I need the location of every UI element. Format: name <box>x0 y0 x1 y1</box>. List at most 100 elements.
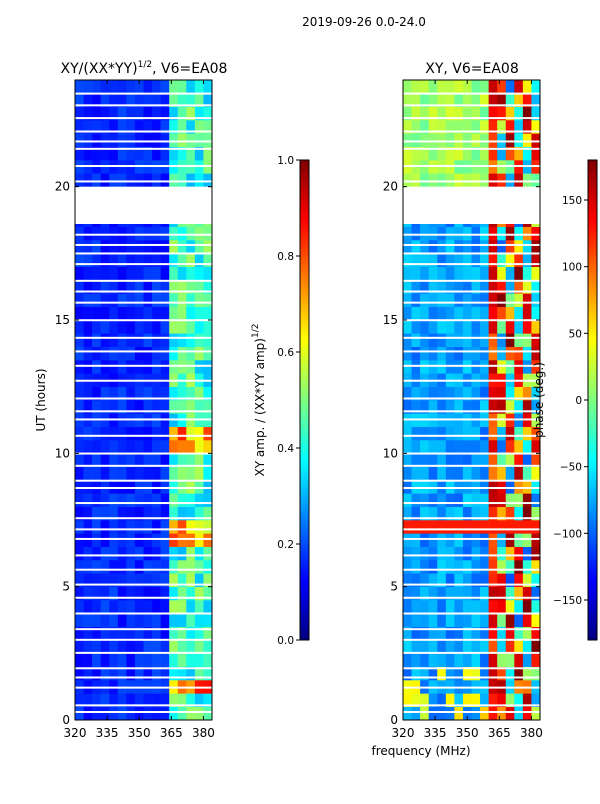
heatmap-cell <box>428 133 438 147</box>
heatmap-cell <box>497 600 507 614</box>
heatmap-cell <box>480 613 489 627</box>
heatmap-cell <box>531 506 540 521</box>
heatmap-cell <box>109 80 119 94</box>
heatmap-cell <box>100 586 110 601</box>
heatmap-cell <box>117 133 127 147</box>
heatmap-cell <box>454 520 464 534</box>
heatmap-cell <box>480 146 489 161</box>
heatmap-cell <box>152 613 161 627</box>
heatmap-cell <box>194 506 204 521</box>
flagged-time-gap <box>75 537 212 540</box>
flagged-time-gap <box>75 452 212 455</box>
heatmap-cell <box>160 306 170 321</box>
flagged-time-gap <box>75 638 212 641</box>
heatmap-cell <box>437 533 447 547</box>
heatmap-cell <box>488 653 498 667</box>
heatmap-cell <box>462 626 472 641</box>
heatmap-cell <box>203 333 212 347</box>
heatmap-cell <box>160 240 170 254</box>
heatmap-cell <box>75 560 84 574</box>
heatmap-cell <box>143 346 153 361</box>
flagged-time-gap <box>75 301 212 304</box>
heatmap-cell <box>411 466 421 481</box>
heatmap-cell <box>177 133 187 147</box>
heatmap-cell <box>437 440 447 454</box>
heatmap-cell <box>143 453 153 467</box>
heatmap-cell <box>531 280 540 294</box>
heatmap-cell <box>83 600 93 614</box>
heatmap-cell <box>462 586 472 601</box>
heatmap-cell <box>186 493 196 507</box>
heatmap-cell <box>411 480 421 494</box>
heatmap-cell <box>437 600 447 614</box>
heatmap-cell <box>420 280 429 294</box>
heatmap-cell <box>160 226 170 241</box>
heatmap-cell <box>428 120 438 134</box>
heatmap-cell <box>126 693 136 707</box>
heatmap-cell <box>445 573 455 587</box>
heatmap-cell <box>420 506 429 521</box>
heatmap-cell <box>437 106 447 121</box>
heatmap-cell <box>75 586 84 601</box>
heatmap-cell <box>462 493 472 507</box>
heatmap-cell <box>177 506 187 521</box>
heatmap-cell <box>403 586 412 601</box>
heatmap-cell <box>514 466 524 481</box>
heatmap-cell <box>169 653 179 667</box>
heatmap-cell <box>428 266 438 281</box>
flagged-time-gap <box>75 233 212 236</box>
y-tick-label: 5 <box>390 580 398 594</box>
heatmap-cell <box>194 466 204 481</box>
heatmap-cell <box>428 226 438 241</box>
heatmap-cell <box>531 706 540 720</box>
heatmap-cell <box>488 253 498 267</box>
heatmap-cell <box>420 520 429 534</box>
heatmap-cell <box>411 226 421 241</box>
flagged-time-gap <box>403 243 540 246</box>
heatmap-cell <box>480 653 489 667</box>
heatmap-cell <box>497 386 507 401</box>
heatmap-cell <box>169 440 179 454</box>
heatmap-cell <box>437 586 447 601</box>
heatmap-cell <box>160 493 170 507</box>
heatmap-cell <box>454 386 464 401</box>
heatmap-cell <box>445 653 455 667</box>
heatmap-cell <box>445 546 455 561</box>
heatmap-cell <box>411 613 421 627</box>
heatmap-cell <box>471 706 481 720</box>
flagged-time-gap <box>75 479 212 482</box>
heatmap-cell <box>445 600 455 614</box>
heatmap-cell <box>117 93 127 107</box>
heatmap-cell <box>514 546 524 561</box>
heatmap-cell <box>514 400 524 414</box>
heatmap-cell <box>445 120 455 134</box>
heatmap-cell <box>531 386 540 401</box>
heatmap-cell <box>194 280 204 294</box>
heatmap-cell <box>454 93 464 107</box>
flagged-time-gap <box>403 140 540 143</box>
heatmap-cell <box>531 653 540 667</box>
heatmap-cell <box>403 546 412 561</box>
heatmap-cell <box>83 226 93 241</box>
heatmap-cell <box>126 226 136 241</box>
flagged-time-gap <box>403 147 540 150</box>
heatmap-cell <box>100 546 110 561</box>
heatmap-cell <box>75 386 84 401</box>
heatmap-cell <box>203 400 212 414</box>
heatmap-cell <box>488 640 498 654</box>
flagged-time-gap <box>403 517 540 520</box>
heatmap-cell <box>411 400 421 414</box>
heatmap-cell <box>522 480 532 494</box>
heatmap-cell <box>403 493 412 507</box>
heatmap-cell <box>109 253 119 267</box>
heatmap-cell <box>445 400 455 414</box>
heatmap-cell <box>186 306 196 321</box>
heatmap-cell <box>143 613 153 627</box>
heatmap-cell <box>194 426 204 441</box>
heatmap-cell <box>488 520 498 534</box>
heatmap-cell <box>514 440 524 454</box>
heatmap-cell <box>514 386 524 401</box>
heatmap-cell <box>117 320 127 334</box>
heatmap-cell <box>462 706 472 720</box>
heatmap-cell <box>117 706 127 720</box>
